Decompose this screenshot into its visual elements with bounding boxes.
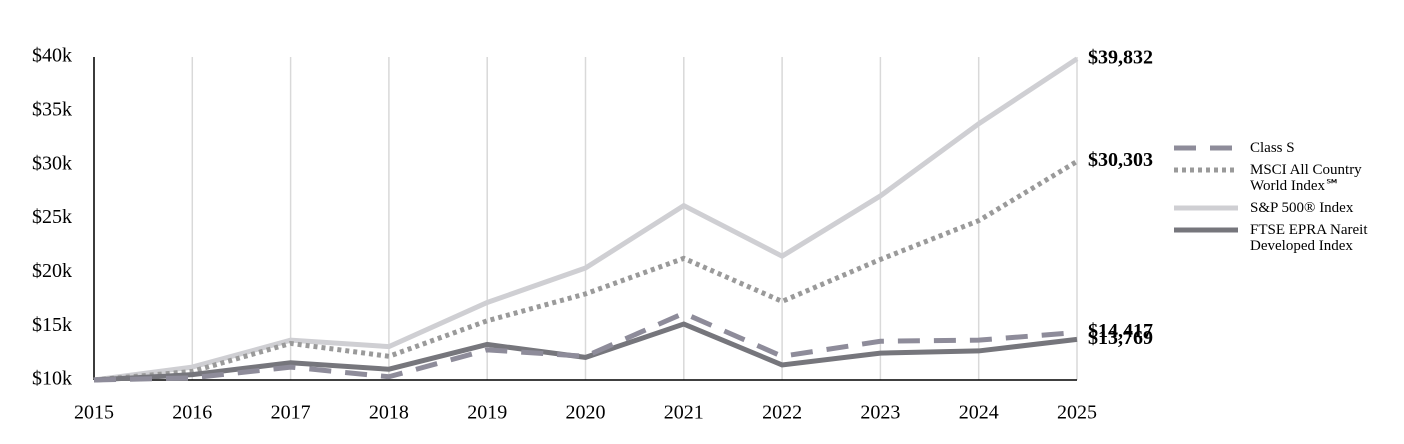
y-tick-label: $10k	[32, 368, 72, 390]
legend-swatch	[1174, 167, 1238, 173]
y-tick-label: $15k	[32, 314, 72, 336]
end-value-label: $14,417	[1088, 320, 1153, 342]
series-line	[93, 321, 1078, 383]
end-value-label: $30,303	[1088, 149, 1153, 171]
legend: Class S MSCI All Country World Index℠ S&P …	[1172, 140, 1372, 260]
y-tick-label: $30k	[32, 152, 72, 174]
series-line	[93, 159, 1079, 383]
end-value-label: $39,832	[1088, 46, 1153, 68]
legend-item: Class S	[1172, 140, 1372, 156]
legend-swatch	[1174, 227, 1238, 233]
x-tick-label: 2022	[762, 402, 802, 424]
x-tick-label: 2016	[172, 402, 212, 424]
x-tick-label: 2023	[860, 402, 900, 424]
x-tick-label: 2015	[74, 402, 114, 424]
legend-item: S&P 500® Index	[1172, 200, 1372, 216]
legend-label: S&P 500® Index	[1250, 200, 1354, 216]
x-tick-label: 2019	[467, 402, 507, 424]
y-tick-label: $25k	[32, 206, 72, 228]
x-tick-label: 2025	[1057, 402, 1097, 424]
legend-label: MSCI All Country World Index℠	[1250, 162, 1362, 194]
series-line	[93, 56, 1079, 383]
legend-label: FTSE EPRA Nareit Developed Index	[1250, 222, 1368, 254]
legend-item: MSCI All Country World Index℠	[1172, 162, 1372, 194]
end-value-label: $13,769	[1088, 327, 1153, 349]
x-tick-label: 2018	[369, 402, 409, 424]
y-tick-label: $20k	[32, 260, 72, 282]
x-tick-label: 2024	[959, 402, 999, 424]
x-tick-label: 2020	[566, 402, 606, 424]
chart: 2015 2016 2017 2018 2019 2020 2021 2022 2023 2024…	[32, 45, 1153, 424]
legend-swatch	[1174, 205, 1238, 211]
x-tick-label: 2021	[664, 402, 704, 424]
legend-swatch	[1174, 145, 1238, 151]
series-line	[93, 310, 1078, 383]
x-tick-label: 2017	[271, 402, 311, 424]
y-tick-label: $40k	[32, 45, 72, 67]
legend-label: Class S	[1250, 140, 1295, 156]
legend-item: FTSE EPRA Nareit Developed Index	[1172, 222, 1372, 254]
y-tick-label: $35k	[32, 98, 72, 120]
